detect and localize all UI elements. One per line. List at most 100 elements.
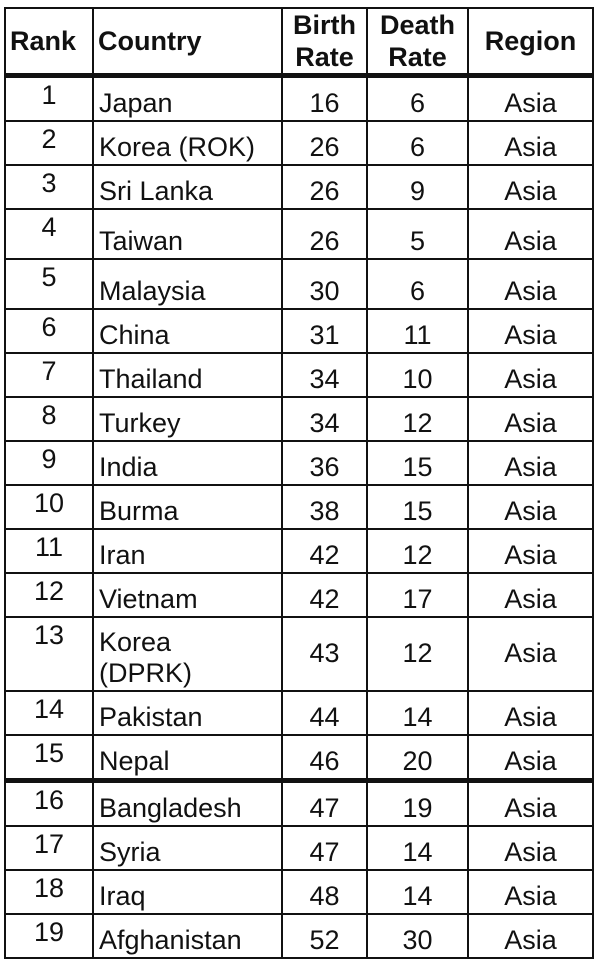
header-row: Rank Country Birth Rate Death Rate Region (4, 7, 594, 78)
birth-rate-cell: 38 (281, 484, 368, 530)
death-rate-cell: 20 (366, 734, 469, 782)
country-cell: Turkey (92, 396, 283, 442)
country-cell: Thailand (92, 352, 283, 398)
death-rate-cell: 12 (366, 528, 469, 574)
death-rate-cell: 10 (366, 352, 469, 398)
table-row: 1 Japan 16 6 Asia (4, 74, 594, 122)
rank-cell: 5 (4, 258, 94, 310)
table-row: 9 India 36 15 Asia (4, 440, 594, 486)
region-cell: Asia (467, 484, 594, 530)
rank-cell: 7 (4, 352, 94, 398)
rank-cell: 6 (4, 308, 94, 354)
region-cell: Asia (467, 778, 594, 827)
birth-rate-cell: 47 (281, 825, 368, 871)
death-rate-cell: 12 (366, 396, 469, 442)
country-cell: Iraq (92, 869, 283, 915)
country-cell: Afghanistan (92, 913, 283, 959)
table-row: 8 Turkey 34 12 Asia (4, 396, 594, 442)
country-cell: Korea (ROK) (92, 120, 283, 166)
death-rate-cell: 14 (366, 690, 469, 736)
region-cell: Asia (467, 528, 594, 574)
death-rate-cell: 14 (366, 825, 469, 871)
table-row: 4 Taiwan 26 5 Asia (4, 208, 594, 260)
table-container: Rank Country Birth Rate Death Rate Region … (4, 7, 594, 959)
country-cell: Korea (DPRK) (92, 616, 283, 692)
death-rate-cell: 9 (366, 164, 469, 210)
birth-rate-cell: 34 (281, 352, 368, 398)
region-cell: Asia (467, 869, 594, 915)
rank-cell: 2 (4, 120, 94, 166)
death-rate-cell: 15 (366, 440, 469, 486)
death-rate-cell: 14 (366, 869, 469, 915)
rank-cell: 1 (4, 74, 94, 122)
region-cell: Asia (467, 120, 594, 166)
birth-rate-cell: 47 (281, 778, 368, 827)
rank-cell: 4 (4, 208, 94, 260)
country-cell: Bangladesh (92, 778, 283, 827)
birth-death-rate-table: Rank Country Birth Rate Death Rate Region … (4, 7, 594, 959)
table-row: 2 Korea (ROK) 26 6 Asia (4, 120, 594, 166)
death-rate-header: Death Rate (366, 7, 469, 78)
rank-cell: 13 (4, 616, 94, 692)
rank-cell: 19 (4, 913, 94, 959)
death-rate-cell: 15 (366, 484, 469, 530)
region-cell: Asia (467, 208, 594, 260)
death-rate-cell: 12 (366, 616, 469, 692)
birth-rate-cell: 36 (281, 440, 368, 486)
table-row: 11 Iran 42 12 Asia (4, 528, 594, 574)
rank-cell: 3 (4, 164, 94, 210)
birth-rate-cell: 26 (281, 120, 368, 166)
region-cell: Asia (467, 440, 594, 486)
death-rate-cell: 19 (366, 778, 469, 827)
table-row: 14 Pakistan 44 14 Asia (4, 690, 594, 736)
birth-rate-cell: 43 (281, 616, 368, 692)
table-row: 5 Malaysia 30 6 Asia (4, 258, 594, 310)
country-cell: Burma (92, 484, 283, 530)
table-row: 18 Iraq 48 14 Asia (4, 869, 594, 915)
rank-cell: 12 (4, 572, 94, 618)
birth-rate-cell: 46 (281, 734, 368, 782)
rank-cell: 11 (4, 528, 94, 574)
table-row: 15 Nepal 46 20 Asia (4, 734, 594, 782)
birth-rate-cell: 31 (281, 308, 368, 354)
birth-rate-cell: 26 (281, 208, 368, 260)
country-header: Country (92, 7, 283, 78)
birth-rate-cell: 52 (281, 913, 368, 959)
death-rate-cell: 5 (366, 208, 469, 260)
region-cell: Asia (467, 572, 594, 618)
rank-cell: 18 (4, 869, 94, 915)
table-row: 6 China 31 11 Asia (4, 308, 594, 354)
region-cell: Asia (467, 308, 594, 354)
rank-cell: 16 (4, 778, 94, 827)
rank-cell: 15 (4, 734, 94, 782)
death-rate-cell: 6 (366, 120, 469, 166)
birth-rate-cell: 42 (281, 572, 368, 618)
region-cell: Asia (467, 616, 594, 692)
rank-cell: 8 (4, 396, 94, 442)
death-rate-cell: 6 (366, 258, 469, 310)
birth-rate-cell: 34 (281, 396, 368, 442)
rank-cell: 14 (4, 690, 94, 736)
table-row: 16 Bangladesh 47 19 Asia (4, 778, 594, 827)
table-row: 7 Thailand 34 10 Asia (4, 352, 594, 398)
region-header: Region (467, 7, 594, 78)
table-row: 12 Vietnam 42 17 Asia (4, 572, 594, 618)
table-row: 10 Burma 38 15 Asia (4, 484, 594, 530)
table-row: 3 Sri Lanka 26 9 Asia (4, 164, 594, 210)
country-cell: Iran (92, 528, 283, 574)
birth-rate-cell: 48 (281, 869, 368, 915)
rank-cell: 10 (4, 484, 94, 530)
country-cell: Vietnam (92, 572, 283, 618)
table-row: 13 Korea (DPRK) 43 12 Asia (4, 616, 594, 692)
country-cell: Taiwan (92, 208, 283, 260)
birth-rate-header: Birth Rate (281, 7, 368, 78)
death-rate-cell: 6 (366, 74, 469, 122)
country-cell: Japan (92, 74, 283, 122)
region-cell: Asia (467, 164, 594, 210)
country-cell: Malaysia (92, 258, 283, 310)
rank-cell: 17 (4, 825, 94, 871)
death-rate-cell: 30 (366, 913, 469, 959)
region-cell: Asia (467, 352, 594, 398)
rank-cell: 9 (4, 440, 94, 486)
death-rate-cell: 11 (366, 308, 469, 354)
